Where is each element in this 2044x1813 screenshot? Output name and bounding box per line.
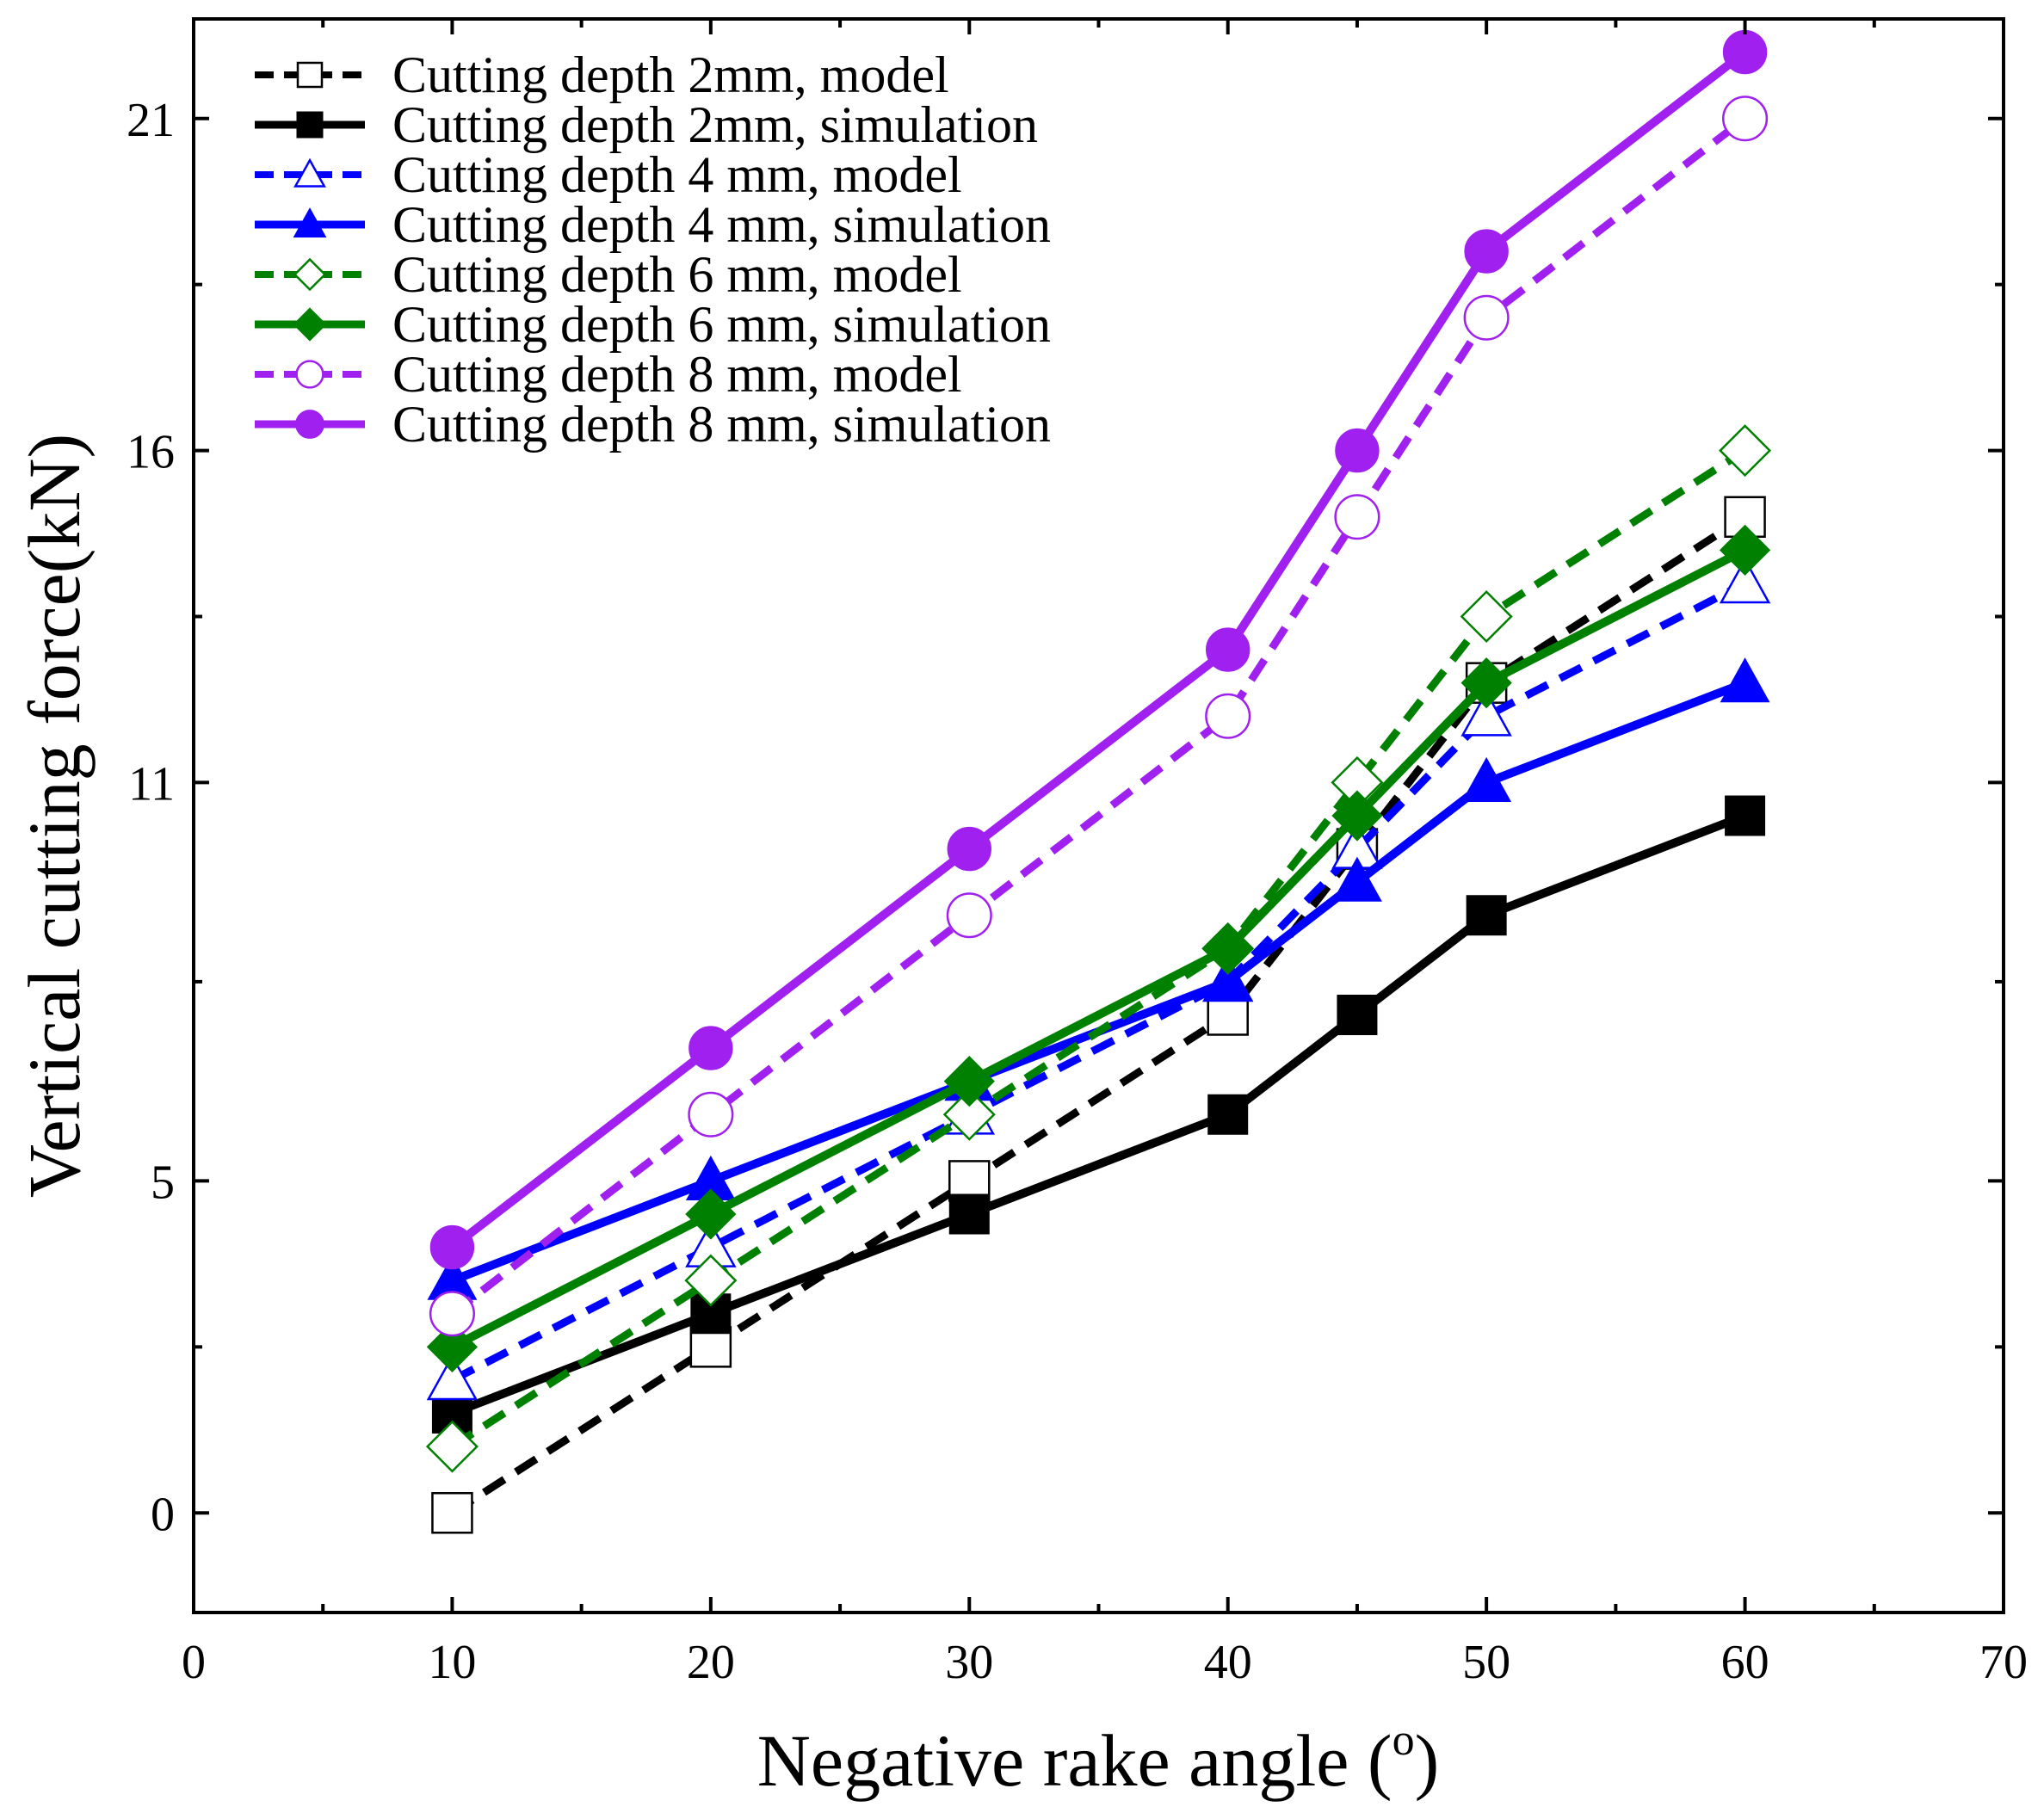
- x-tick-label: 30: [945, 1636, 993, 1689]
- data-point-triangle: [293, 157, 326, 188]
- x-tick-label: 0: [182, 1636, 206, 1689]
- data-point-diamond: [1202, 922, 1254, 974]
- data-point-circle: [429, 1224, 475, 1270]
- data-point-square: [1724, 496, 1766, 538]
- data-point-triangle: [426, 1354, 479, 1401]
- data-point-diamond: [942, 1088, 996, 1141]
- x-tick-label: 40: [1204, 1636, 1252, 1689]
- legend-label: Cutting depth 2mm, model: [392, 46, 949, 103]
- data-point-circle: [1205, 693, 1251, 739]
- data-point-diamond: [1719, 424, 1772, 478]
- data-point-diamond: [425, 1420, 479, 1473]
- x-tick-label: 50: [1462, 1636, 1510, 1689]
- data-point-triangle: [1720, 657, 1770, 703]
- data-point-circle: [1463, 294, 1510, 341]
- series-layer: [425, 29, 1772, 1534]
- data-point-circle: [295, 360, 324, 389]
- data-point-square: [296, 111, 324, 139]
- data-point-diamond: [293, 307, 327, 342]
- series-7: [429, 96, 1769, 1337]
- legend-label: Cutting depth 6 mm, model: [392, 246, 962, 303]
- legend-entry: Cutting depth 8 mm, simulation: [255, 396, 1051, 453]
- data-point-diamond: [426, 1321, 479, 1372]
- data-point-circle: [689, 1026, 733, 1070]
- series-4: [427, 657, 1770, 1300]
- data-point-square: [1207, 1094, 1249, 1135]
- y-axis-title: Vertical cutting force(kN): [13, 434, 96, 1198]
- x-tick-label: 10: [428, 1636, 476, 1689]
- legend-label: Cutting depth 6 mm, simulation: [392, 296, 1051, 353]
- data-point-circle: [1335, 428, 1380, 473]
- data-point-triangle: [1331, 856, 1382, 902]
- data-point-diamond: [293, 257, 327, 292]
- data-point-diamond: [684, 1254, 738, 1307]
- x-tick-label: 70: [1979, 1636, 2028, 1689]
- data-point-diamond: [943, 1056, 995, 1107]
- legend-entry: Cutting depth 8 mm, model: [255, 346, 962, 403]
- x-tick-label: 60: [1721, 1636, 1769, 1689]
- legend-label: Cutting depth 4 mm, model: [392, 146, 962, 203]
- data-point-diamond: [1331, 790, 1383, 842]
- data-point-square: [296, 61, 324, 89]
- y-tick-label: 11: [128, 757, 175, 811]
- data-point-square: [431, 1492, 473, 1534]
- legend-entry: Cutting depth 2mm, model: [255, 46, 949, 103]
- legend-label: Cutting depth 8 mm, model: [392, 346, 962, 403]
- y-tick-label: 5: [151, 1156, 175, 1209]
- legend-entry: Cutting depth 4 mm, model: [255, 146, 962, 203]
- legend-label: Cutting depth 2mm, simulation: [392, 96, 1038, 153]
- data-point-circle: [429, 1291, 475, 1337]
- data-point-triangle: [293, 207, 327, 237]
- data-point-diamond: [1719, 524, 1771, 576]
- ticks-layer: 0 10 20 30 40 50 60 70 0 5 11 16 21: [127, 19, 2028, 1689]
- data-point-triangle: [1461, 756, 1512, 803]
- x-axis-title: Negative rake angle (o): [757, 1716, 1439, 1802]
- data-point-diamond: [1460, 589, 1513, 644]
- y-tick-label: 21: [127, 94, 175, 147]
- legend-label: Cutting depth 8 mm, simulation: [392, 396, 1051, 453]
- legend-entry: Cutting depth 6 mm, model: [255, 246, 962, 303]
- data-point-square: [1337, 995, 1378, 1035]
- legend-label: Cutting depth 4 mm, simulation: [392, 196, 1051, 253]
- legend-entry: Cutting depth 6 mm, simulation: [255, 296, 1051, 353]
- data-point-square: [948, 1193, 990, 1235]
- x-tick-label: 20: [687, 1636, 735, 1689]
- data-point-circle: [1722, 29, 1768, 75]
- data-point-circle: [946, 892, 992, 939]
- data-point-diamond: [685, 1188, 737, 1240]
- y-tick-label: 0: [151, 1488, 175, 1541]
- data-point-diamond: [1460, 657, 1512, 709]
- data-point-triangle: [1202, 956, 1253, 1002]
- data-point-triangle: [1719, 557, 1771, 604]
- y-tick-label: 16: [127, 426, 175, 479]
- legend-entry: Cutting depth 2mm, simulation: [255, 96, 1038, 153]
- series-6: [426, 524, 1771, 1372]
- data-point-triangle: [1460, 690, 1512, 737]
- data-point-circle: [688, 1091, 734, 1138]
- data-point-circle: [1206, 627, 1250, 672]
- data-point-circle: [1722, 96, 1769, 142]
- data-point-circle: [1334, 494, 1380, 540]
- series-8: [429, 29, 1768, 1270]
- legend-entry: Cutting depth 4 mm, simulation: [255, 196, 1051, 253]
- data-point-circle: [295, 410, 324, 439]
- data-point-circle: [1464, 229, 1509, 274]
- data-point-square: [1466, 895, 1507, 936]
- data-point-square: [1725, 795, 1766, 836]
- data-point-circle: [947, 826, 991, 872]
